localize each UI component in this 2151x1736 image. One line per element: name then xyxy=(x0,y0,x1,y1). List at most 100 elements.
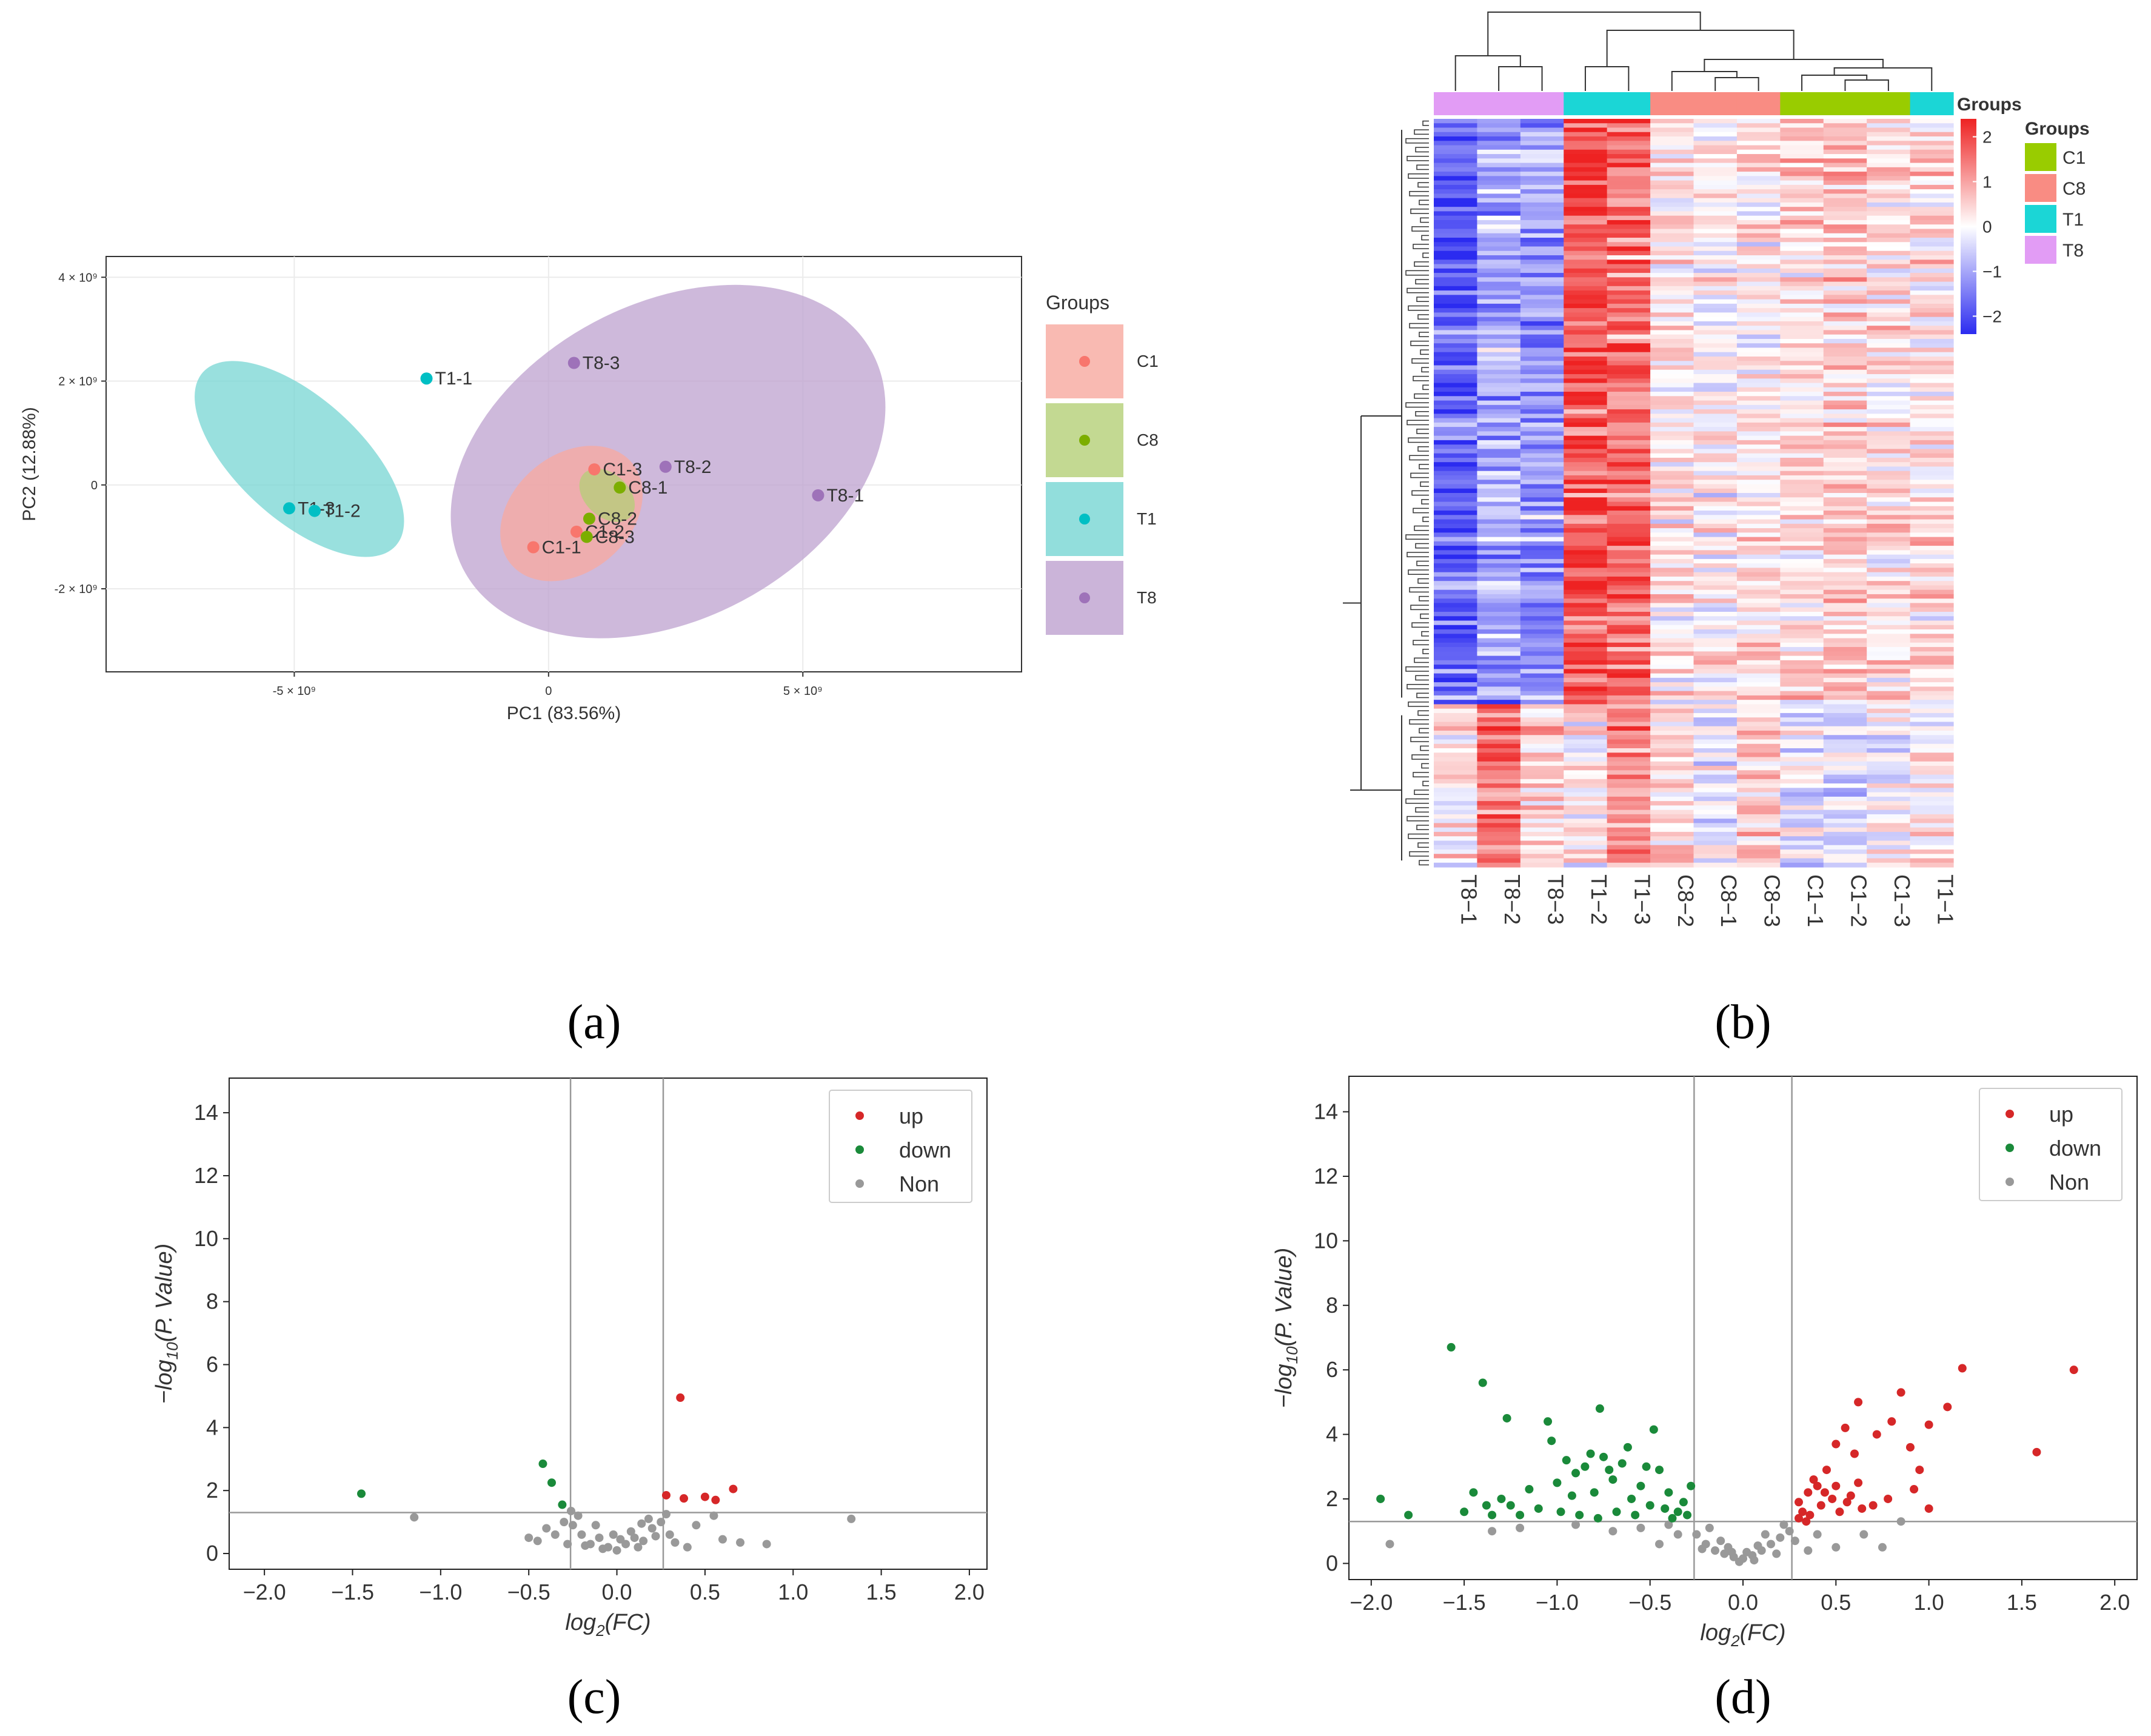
heatmap-cell xyxy=(1693,708,1738,714)
heatmap-cell xyxy=(1477,805,1521,811)
heatmap-cell xyxy=(1780,836,1824,842)
heatmap-cell xyxy=(1477,528,1521,533)
heatmap-cell xyxy=(1650,264,1694,269)
y-label-tail: (P. Value) xyxy=(1271,1248,1297,1347)
heatmap-cell xyxy=(1520,501,1564,507)
non-point xyxy=(630,1533,639,1543)
heatmap-cell xyxy=(1780,722,1824,727)
y-tick-label: 14 xyxy=(1314,1099,1338,1124)
heatmap-cell xyxy=(1823,246,1867,252)
col-dendro xyxy=(1498,66,1543,91)
up-point xyxy=(1822,1466,1831,1475)
non-point xyxy=(616,1535,625,1544)
heatmap-cell xyxy=(1736,686,1781,692)
heatmap-cell xyxy=(1607,295,1651,300)
heatmap-cell xyxy=(1434,480,1478,485)
heatmap-cell xyxy=(1607,568,1651,573)
heatmap-cell xyxy=(1736,119,1781,124)
heatmap-cell xyxy=(1823,774,1867,780)
non-point xyxy=(762,1540,771,1549)
heatmap-cell xyxy=(1477,748,1521,753)
heatmap-cell xyxy=(1564,462,1608,468)
heatmap-cell xyxy=(1736,471,1781,476)
heatmap-cell xyxy=(1910,546,1954,551)
heatmap-cell xyxy=(1823,396,1867,401)
heatmap-cell xyxy=(1823,845,1867,850)
non-point xyxy=(533,1537,542,1546)
heatmap-cell xyxy=(1434,629,1478,634)
heatmap-cell xyxy=(1607,862,1651,868)
heatmap-cell xyxy=(1477,396,1521,401)
heatmap-cell xyxy=(1434,295,1478,300)
heatmap-cell xyxy=(1910,409,1954,414)
heatmap-cell xyxy=(1564,805,1608,811)
heatmap-cell xyxy=(1780,369,1824,375)
heatmap-cell xyxy=(1823,506,1867,511)
heatmap-cell xyxy=(1477,317,1521,322)
heatmap-cell xyxy=(1910,620,1954,626)
column-label: C8−1 xyxy=(1716,874,1741,927)
heatmap-cell xyxy=(1477,673,1521,679)
heatmap-cell xyxy=(1910,475,1954,480)
x-tick-label: 0.0 xyxy=(1728,1590,1758,1615)
heatmap-cell xyxy=(1434,511,1478,515)
heatmap-cell xyxy=(1823,831,1867,837)
heatmap-cell xyxy=(1607,449,1651,454)
heatmap-cell xyxy=(1434,119,1478,124)
up-point xyxy=(2069,1366,2078,1375)
heatmap-cell xyxy=(1434,669,1478,674)
legend-label: T1 xyxy=(1137,509,1157,528)
column-label: C1−2 xyxy=(1846,874,1871,927)
heatmap-cell xyxy=(1650,783,1694,788)
heatmap-cell xyxy=(1780,770,1824,776)
up-point xyxy=(1794,1498,1803,1507)
non-point xyxy=(1655,1540,1664,1549)
col-dendro xyxy=(1606,30,1795,67)
heatmap-cell xyxy=(1780,180,1824,186)
heatmap-cell xyxy=(1564,189,1608,194)
heatmap-cell xyxy=(1867,629,1911,634)
heatmap-cell xyxy=(1607,550,1651,555)
heatmap-cell xyxy=(1780,141,1824,146)
heatmap-cell xyxy=(1477,277,1521,283)
heatmap-cell xyxy=(1650,462,1694,468)
heatmap-cell xyxy=(1823,211,1867,216)
group-legend-key-T8 xyxy=(2025,236,2056,264)
heatmap-cell xyxy=(1867,260,1911,265)
heatmap-cell xyxy=(1564,317,1608,322)
heatmap-cell xyxy=(1434,326,1478,331)
heatmap-cell xyxy=(1434,611,1478,617)
point-T1-1 xyxy=(420,372,433,385)
heatmap-cell xyxy=(1650,237,1694,243)
heatmap-cell xyxy=(1520,598,1564,604)
heatmap-cell xyxy=(1607,819,1651,824)
heatmap-cell xyxy=(1780,457,1824,463)
heatmap-cell xyxy=(1520,361,1564,366)
heatmap-cell xyxy=(1736,369,1781,375)
heatmap-cell xyxy=(1650,603,1694,608)
heatmap-cell xyxy=(1434,700,1478,705)
heatmap-cell xyxy=(1520,123,1564,129)
y-tick-label: 10 xyxy=(1314,1228,1338,1253)
non-point xyxy=(410,1513,419,1522)
heatmap-cell xyxy=(1910,743,1954,749)
heatmap-cell xyxy=(1650,757,1694,762)
heatmap-cell xyxy=(1780,840,1824,846)
point-T1-3 xyxy=(283,502,295,515)
heatmap-cell xyxy=(1910,603,1954,608)
heatmap-cell xyxy=(1780,739,1824,745)
x-tick-label: −1.5 xyxy=(1443,1590,1486,1615)
heatmap-cell xyxy=(1867,378,1911,384)
heatmap-cell xyxy=(1650,788,1694,793)
heatmap-cell xyxy=(1693,712,1738,718)
heatmap-cell xyxy=(1607,774,1651,780)
legend-label: T8 xyxy=(1137,588,1157,607)
heatmap-cell xyxy=(1650,471,1694,476)
heatmap-cell xyxy=(1910,237,1954,243)
heatmap-cell xyxy=(1607,418,1651,423)
heatmap-cell xyxy=(1910,286,1954,291)
heatmap-cell xyxy=(1607,783,1651,788)
heatmap-cell xyxy=(1477,611,1521,617)
heatmap-cell xyxy=(1607,224,1651,230)
